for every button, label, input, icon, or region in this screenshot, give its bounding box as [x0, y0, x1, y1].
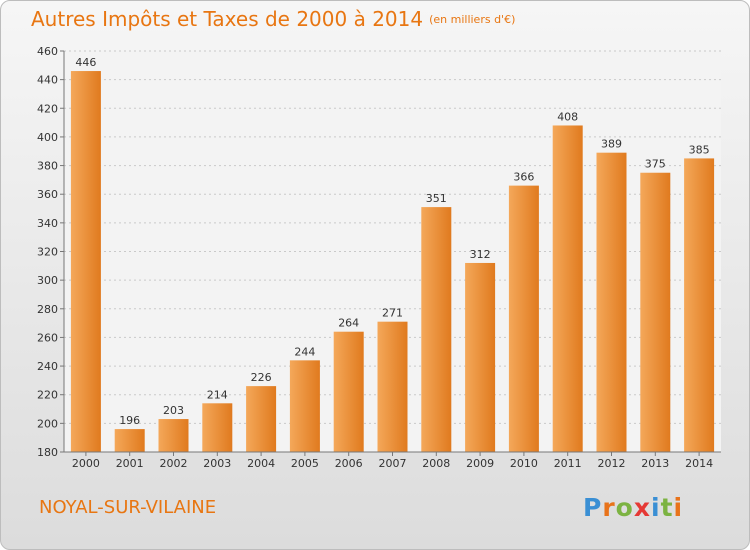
data-label-2005: 244 — [294, 345, 315, 358]
y-tick-label: 400 — [37, 131, 58, 144]
data-label-2004: 226 — [251, 371, 272, 384]
x-tick-label-2012: 2012 — [598, 457, 626, 470]
x-tick-label-2003: 2003 — [203, 457, 231, 470]
chart-subtitle: (en milliers d'€) — [429, 13, 516, 26]
x-tick-label-2006: 2006 — [335, 457, 363, 470]
y-tick-label: 180 — [37, 446, 58, 459]
data-label-2008: 351 — [426, 192, 447, 205]
x-tick-label-2007: 2007 — [379, 457, 407, 470]
bar-2005 — [289, 360, 320, 452]
data-label-2010: 366 — [513, 171, 534, 184]
bar-2006 — [333, 331, 364, 452]
data-label-2012: 389 — [601, 138, 622, 151]
y-tick-label: 220 — [37, 389, 58, 402]
bar-2008 — [421, 207, 452, 452]
logo-letter: t — [660, 493, 674, 522]
data-label-2013: 375 — [645, 158, 666, 171]
logo-letter: i — [673, 493, 684, 522]
bar-2001 — [114, 429, 145, 452]
bar-2002 — [158, 419, 189, 452]
y-tick-label: 340 — [37, 217, 58, 230]
data-label-2011: 408 — [557, 110, 578, 123]
commune-name: NOYAL-SUR-VILAINE — [39, 497, 217, 518]
y-tick-label: 320 — [37, 246, 58, 259]
logo-letter: x — [633, 493, 651, 522]
x-tick-label-2008: 2008 — [422, 457, 450, 470]
bar-2009 — [465, 262, 496, 452]
data-label-2001: 196 — [119, 414, 140, 427]
x-tick-label-2004: 2004 — [247, 457, 275, 470]
data-label-2000: 446 — [75, 56, 96, 69]
data-label-2002: 203 — [163, 404, 184, 417]
x-tick-label-2002: 2002 — [160, 457, 188, 470]
bar-2010 — [508, 185, 539, 452]
logo-letter: i — [651, 493, 661, 522]
y-tick-label: 360 — [37, 188, 58, 201]
logo-letter: r — [602, 493, 616, 522]
x-tick-label-2014: 2014 — [685, 457, 713, 470]
chart-title: Autres Impôts et Taxes de 2000 à 2014 (en… — [31, 7, 515, 31]
x-tick-label-2001: 2001 — [116, 457, 144, 470]
y-tick-label: 200 — [37, 417, 58, 430]
y-tick-label: 380 — [37, 160, 58, 173]
data-label-2003: 214 — [207, 388, 228, 401]
data-label-2014: 385 — [689, 143, 710, 156]
chart-title-text: Autres Impôts et Taxes de 2000 à 2014 — [31, 7, 424, 31]
data-label-2007: 271 — [382, 307, 403, 320]
y-tick-label: 460 — [37, 45, 58, 58]
bar-2014 — [684, 158, 715, 453]
y-tick-label: 300 — [37, 274, 58, 287]
bar-2004 — [246, 386, 277, 452]
y-tick-label: 260 — [37, 331, 58, 344]
bar-2012 — [596, 152, 627, 453]
bar-2013 — [640, 172, 671, 452]
x-tick-label-2009: 2009 — [466, 457, 494, 470]
x-tick-label-2005: 2005 — [291, 457, 319, 470]
x-tick-label-2010: 2010 — [510, 457, 538, 470]
y-tick-label: 280 — [37, 303, 58, 316]
data-label-2006: 264 — [338, 317, 359, 330]
logo-letter: o — [615, 493, 634, 522]
x-tick-label-2000: 2000 — [72, 457, 100, 470]
data-label-2009: 312 — [470, 248, 491, 261]
proxiti-logo: Proxiti — [583, 493, 683, 522]
x-tick-label-2011: 2011 — [554, 457, 582, 470]
bar-2011 — [552, 125, 583, 452]
bar-2003 — [202, 403, 233, 452]
bar-2007 — [377, 321, 408, 452]
y-tick-label: 420 — [37, 102, 58, 115]
y-tick-label: 240 — [37, 360, 58, 373]
logo-letter: P — [583, 493, 603, 522]
bar-2000 — [70, 71, 101, 453]
y-tick-label: 440 — [37, 74, 58, 87]
x-tick-label-2013: 2013 — [641, 457, 669, 470]
